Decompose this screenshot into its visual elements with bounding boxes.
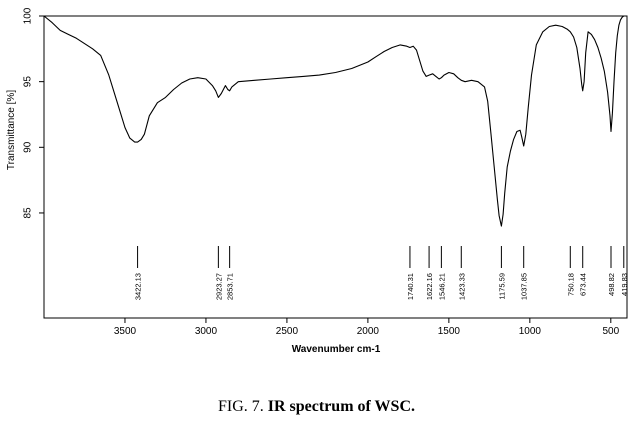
- y-axis-label: Transmittance [%]: [6, 90, 17, 170]
- x-axis-label: Wavenumber cm-1: [292, 344, 381, 355]
- ir-spectrum-chart: Transmittance [%] Wavenumber cm-1 100 95 9…: [6, 7, 629, 355]
- x-tick-label: 2000: [357, 326, 380, 337]
- x-tick-label: 500: [602, 326, 619, 337]
- peak-label: 1423.33: [457, 273, 466, 300]
- peak-label: 1037.85: [520, 273, 529, 300]
- y-tick-label: 100: [23, 7, 34, 24]
- spectrum-line: [43, 15, 626, 227]
- peak-label: 419.83: [620, 273, 629, 296]
- peak-label: 2853.71: [226, 273, 235, 300]
- y-tick-label: 85: [23, 207, 34, 219]
- figure-caption: FIG. 7. IR spectrum of WSC.: [0, 398, 633, 416]
- peak-label: 1546.21: [437, 273, 446, 300]
- peak-label: 750.18: [566, 273, 575, 296]
- x-tick-label: 2500: [276, 326, 299, 337]
- peak-label: 498.82: [607, 273, 616, 296]
- peak-label: 3422.13: [134, 273, 143, 300]
- peak-label: 2923.27: [214, 273, 223, 300]
- plot-frame: [43, 15, 628, 319]
- peak-label: 673.44: [579, 273, 588, 296]
- caption-title: IR spectrum of WSC.: [267, 398, 416, 415]
- caption-prefix: FIG. 7.: [217, 398, 268, 415]
- y-tick-label: 90: [23, 141, 34, 153]
- x-tick-label: 1500: [438, 326, 461, 337]
- x-tick-label: 3500: [114, 326, 137, 337]
- x-tick-label: 1000: [519, 326, 542, 337]
- peak-label: 1622.16: [425, 273, 434, 300]
- peak-label: 1740.31: [406, 273, 415, 300]
- x-tick-label: 3000: [195, 326, 218, 337]
- y-tick-label: 95: [23, 76, 34, 88]
- peak-label: 1175.59: [497, 273, 506, 300]
